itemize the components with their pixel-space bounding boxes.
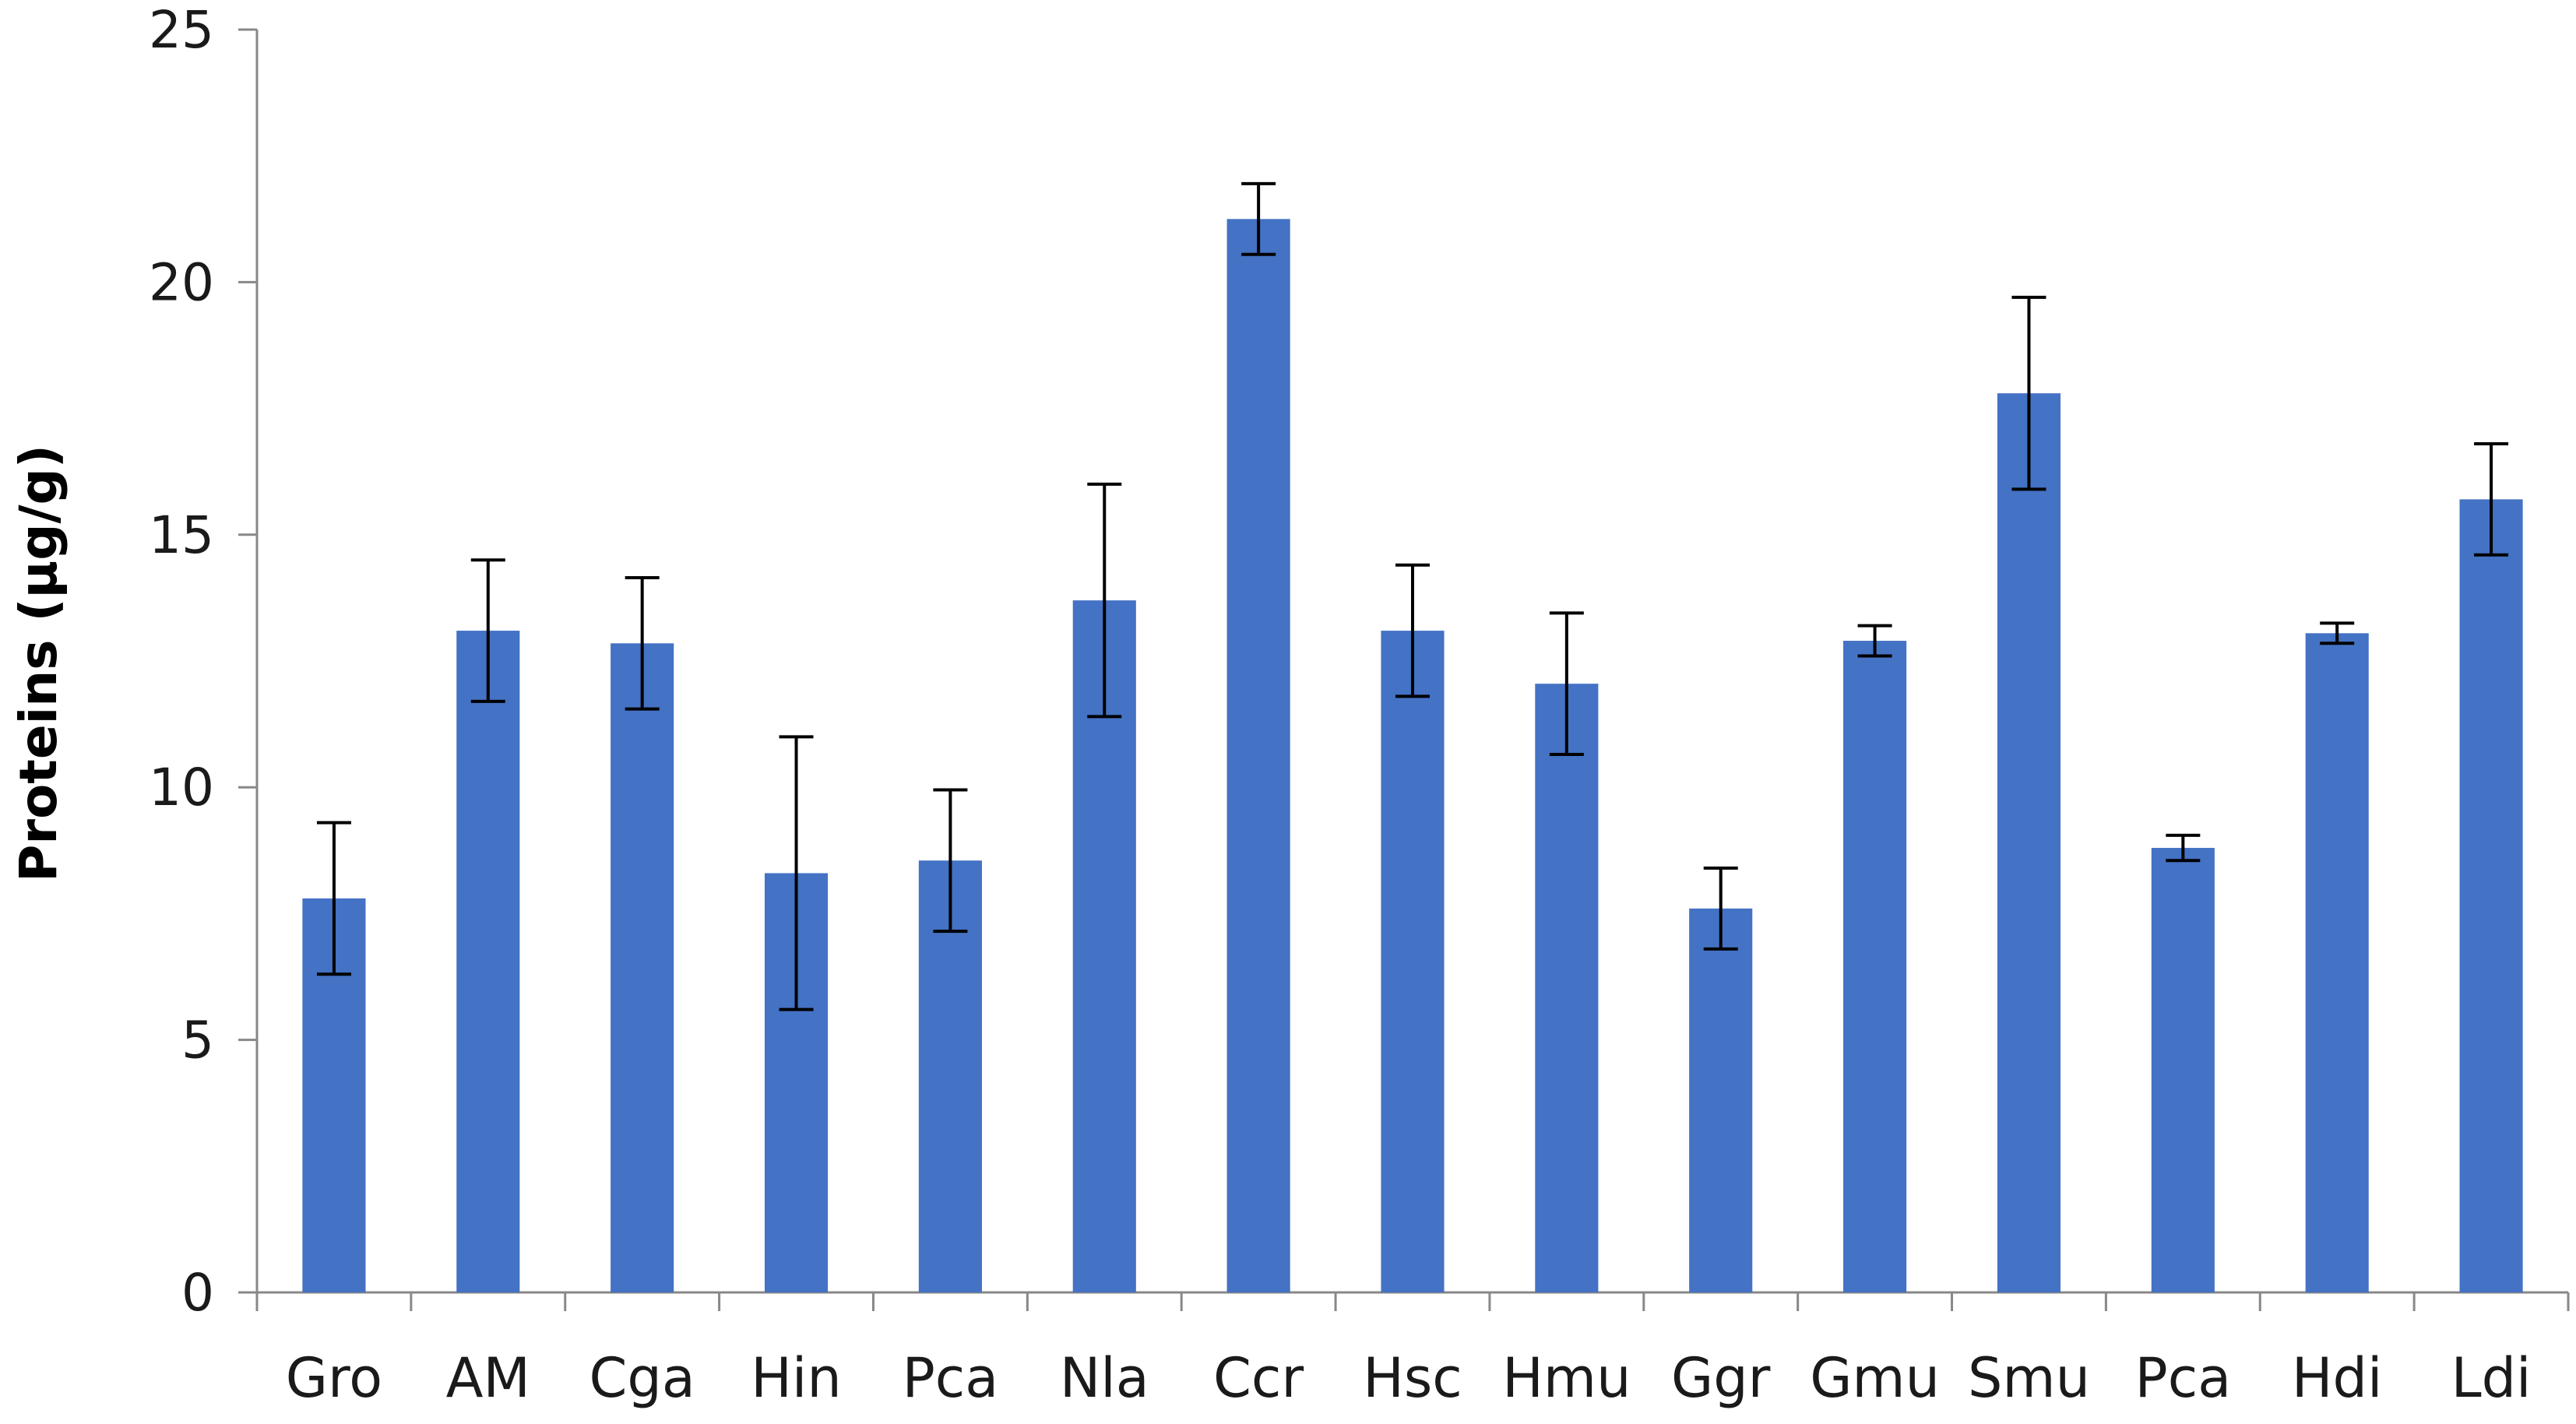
- error-bar: [1241, 181, 1276, 256]
- bar-series: [302, 219, 2523, 1292]
- error-bar: [625, 575, 660, 711]
- category-label: Gmu: [1810, 1346, 1940, 1410]
- bar: [1997, 393, 2061, 1292]
- category-label: Hdi: [2292, 1346, 2383, 1410]
- category-labels: Gro AM Cga Hin Pca Nla Ccr Hsc Hmu Ggr Gmu Smu Pca Hd…: [286, 1346, 2532, 1410]
- y-tick-label: 25: [149, 0, 214, 60]
- error-bar: [470, 558, 505, 703]
- y-tick-label: 10: [149, 758, 214, 817]
- y-axis-title: Proteins (µg/g): [9, 445, 69, 882]
- error-bar: [779, 735, 814, 1011]
- category-label: Cga: [589, 1346, 695, 1410]
- y-tick-label: 20: [149, 252, 214, 312]
- error-bar: [2166, 833, 2201, 863]
- error-bar: [2474, 442, 2509, 557]
- bar: [1843, 641, 1907, 1292]
- bar: [1381, 631, 1445, 1292]
- error-bar: [1857, 624, 1892, 658]
- bar: [456, 631, 520, 1292]
- error-bar: [1549, 611, 1584, 757]
- bar: [611, 643, 674, 1292]
- error-bar: [316, 821, 351, 976]
- error-bar: [933, 788, 968, 934]
- category-label: Ldi: [2451, 1346, 2532, 1410]
- category-label: Ggr: [1671, 1346, 1771, 1410]
- error-bar: [1395, 563, 1430, 698]
- category-label: Pca: [2135, 1346, 2232, 1410]
- y-tick-label: 5: [181, 1011, 214, 1071]
- x-axis: [255, 1291, 2570, 1311]
- category-label: Gro: [286, 1346, 382, 1410]
- error-bar: [1703, 867, 1738, 951]
- category-label: Smu: [1968, 1346, 2090, 1410]
- category-label: Hin: [751, 1346, 841, 1410]
- error-bars: [316, 181, 2509, 1011]
- error-bar: [2320, 621, 2355, 645]
- bar: [1535, 684, 1599, 1292]
- y-axis: 0 5 10 15 20 25: [149, 0, 259, 1323]
- category-label: Ccr: [1213, 1346, 1304, 1410]
- y-tick-label: 15: [149, 505, 214, 565]
- bar: [2305, 633, 2369, 1292]
- bar: [2459, 499, 2523, 1292]
- category-label: Hsc: [1363, 1346, 1462, 1410]
- category-label: Hmu: [1502, 1346, 1631, 1410]
- category-label: Pca: [903, 1346, 999, 1410]
- bar: [2151, 848, 2215, 1292]
- category-label: Nla: [1060, 1346, 1149, 1410]
- bar: [1226, 219, 1290, 1292]
- category-label: AM: [446, 1346, 530, 1410]
- y-tick-label: 0: [181, 1263, 214, 1323]
- bar: [1689, 908, 1753, 1292]
- error-bar: [2011, 295, 2046, 491]
- error-bar: [1087, 482, 1122, 719]
